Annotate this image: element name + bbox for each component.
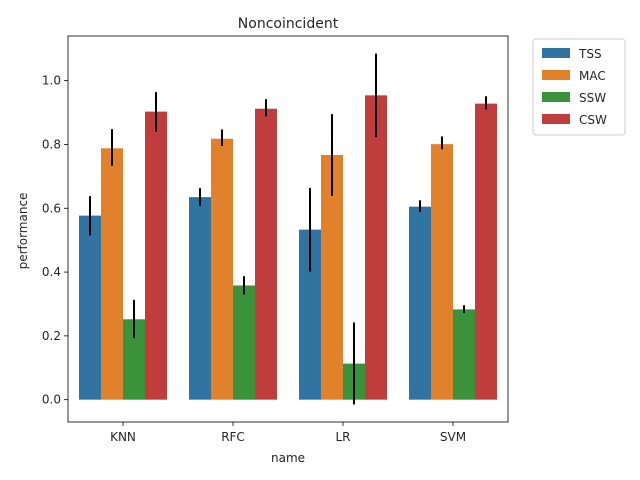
- bars-group: [79, 95, 497, 400]
- x-axis-title: name: [271, 451, 305, 465]
- x-tick-label: KNN: [110, 430, 136, 444]
- bar-csw-knn: [145, 111, 167, 400]
- legend-box: [532, 38, 626, 136]
- bar-csw-lr: [365, 95, 387, 400]
- legend: TSS MAC SSW CSW: [532, 38, 626, 136]
- bar-csw-svm: [475, 103, 497, 400]
- legend-label-ssw: SSW: [579, 91, 606, 105]
- y-tick-label: 0.8: [42, 137, 61, 151]
- bar-mac-svm: [431, 144, 453, 400]
- legend-label-tss: TSS: [578, 47, 602, 61]
- bar-ssw-svm: [453, 309, 475, 400]
- legend-swatch-mac: [542, 70, 570, 80]
- y-tick-label: 0.2: [42, 329, 61, 343]
- bar-tss-knn: [79, 215, 101, 400]
- legend-swatch-ssw: [542, 92, 570, 102]
- y-tick-label: 0.6: [42, 201, 61, 215]
- x-tick-label: RFC: [221, 430, 245, 444]
- bar-tss-svm: [409, 206, 431, 400]
- x-tick-label: LR: [335, 430, 350, 444]
- plot-frame: [67, 35, 509, 423]
- error-bars-group: [89, 53, 487, 405]
- x-axis: KNN RFC LR SVM: [110, 422, 466, 444]
- y-tick-label: 0.0: [42, 393, 61, 407]
- legend-label-csw: CSW: [579, 113, 607, 127]
- y-axis: 0.0 0.2 0.4 0.6 0.8 1.0: [42, 74, 68, 407]
- y-tick-label: 0.4: [42, 265, 61, 279]
- legend-swatch-tss: [542, 48, 570, 58]
- y-tick-label: 1.0: [42, 74, 61, 88]
- bar-tss-rfc: [189, 197, 211, 400]
- plot-area: [67, 35, 509, 423]
- bar-csw-rfc: [255, 108, 277, 400]
- x-tick-label: SVM: [440, 430, 466, 444]
- bar-mac-lr: [321, 154, 343, 400]
- bar-mac-rfc: [211, 138, 233, 400]
- legend-label-mac: MAC: [579, 69, 606, 83]
- legend-swatch-csw: [542, 114, 570, 124]
- bar-mac-knn: [101, 148, 123, 400]
- bar-ssw-rfc: [233, 285, 255, 400]
- y-axis-title: performance: [16, 193, 30, 270]
- bar-ssw-knn: [123, 319, 145, 400]
- bar-tss-lr: [299, 229, 321, 400]
- chart-title: Noncoincident: [238, 16, 339, 32]
